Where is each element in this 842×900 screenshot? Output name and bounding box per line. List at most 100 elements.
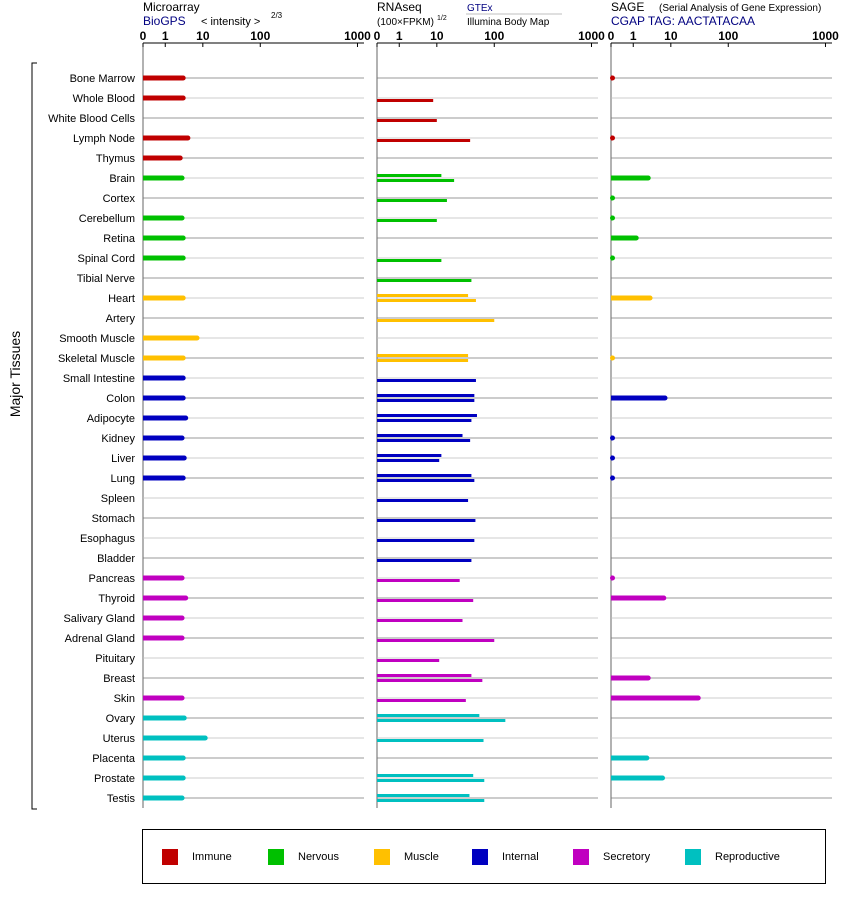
- bar-cap: [180, 75, 186, 81]
- bar: [143, 215, 183, 221]
- bar: [143, 135, 188, 141]
- tissue-label: Brain: [109, 173, 135, 185]
- bar-cap: [659, 775, 665, 781]
- bar-cap: [610, 355, 615, 361]
- tissue-label: Colon: [106, 393, 135, 405]
- legend-swatch: [162, 849, 178, 865]
- tissue-label: Tibial Nerve: [77, 273, 135, 285]
- tissue-label: Heart: [108, 293, 135, 305]
- bar: [611, 775, 663, 781]
- tissue-label: Pancreas: [89, 573, 136, 585]
- tissue-label: Whole Blood: [73, 93, 135, 105]
- bar-cap: [179, 615, 185, 621]
- bar-illumina: [377, 519, 476, 522]
- tissue-label: Stomach: [92, 513, 135, 525]
- bar-cap: [610, 435, 615, 441]
- tick-label: 100: [484, 29, 504, 43]
- bar-cap: [180, 355, 186, 361]
- sage-title: SAGE: [611, 0, 644, 14]
- bar: [143, 435, 183, 441]
- bar: [143, 775, 184, 781]
- bar-illumina: [377, 799, 485, 802]
- bar-cap: [179, 795, 185, 801]
- bar: [143, 695, 183, 701]
- bar-illumina: [377, 559, 472, 562]
- bar-illumina: [377, 459, 440, 462]
- bar-cap: [180, 295, 186, 301]
- bar: [143, 455, 185, 461]
- tick-label: 1: [630, 29, 637, 43]
- tick-label: 10: [664, 29, 678, 43]
- legend-item-reproductive: Reproductive: [685, 849, 780, 865]
- tissue-label: Spinal Cord: [78, 253, 135, 265]
- bar-cap: [610, 195, 615, 201]
- bar: [143, 355, 184, 361]
- bar-cap: [181, 715, 187, 721]
- sage-source: CGAP TAG: AACTATACAA: [611, 14, 755, 28]
- legend-item-immune: Immune: [162, 849, 232, 865]
- tick-label: 10: [196, 29, 210, 43]
- legend-swatch: [573, 849, 589, 865]
- microarray-source: BioGPS: [143, 14, 186, 28]
- bar-cap: [645, 175, 651, 181]
- bar-illumina: [377, 639, 495, 642]
- tissue-label: Bladder: [97, 553, 135, 565]
- tissue-label: Prostate: [94, 773, 135, 785]
- tick-label: 0: [374, 29, 381, 43]
- bar-illumina: [377, 299, 476, 302]
- bar-illumina: [377, 99, 434, 102]
- tissue-label: Skeletal Muscle: [58, 353, 135, 365]
- bar-cap: [180, 395, 186, 401]
- tissue-label: Artery: [106, 313, 136, 325]
- bar-cap: [179, 635, 185, 641]
- panel-rnaseq: 0 1 10 100 1000: [374, 29, 605, 808]
- panel-sage: 0 1 10 100 1000: [608, 29, 839, 808]
- bar: [611, 175, 649, 181]
- bar-cap: [644, 755, 650, 761]
- bar-cap: [179, 575, 185, 581]
- bar-illumina: [377, 679, 483, 682]
- bar-cap: [180, 95, 186, 101]
- bar-cap: [180, 235, 186, 241]
- tissue-label: Ovary: [106, 713, 136, 725]
- y-axis-bracket: [31, 62, 37, 810]
- bar: [143, 235, 184, 241]
- bar-cap: [695, 695, 701, 701]
- legend-swatch: [268, 849, 284, 865]
- bar: [611, 595, 664, 601]
- bar-cap: [610, 455, 615, 461]
- rnaseq-exponent: 1/2: [437, 15, 447, 22]
- bar: [611, 675, 649, 681]
- bar-cap: [202, 735, 208, 741]
- bar-cap: [610, 135, 615, 141]
- bar-cap: [183, 415, 189, 421]
- bar: [143, 395, 184, 401]
- bar-illumina: [377, 139, 471, 142]
- tissue-label: Lung: [111, 473, 135, 485]
- tick-label: 1: [396, 29, 403, 43]
- bar-cap: [177, 155, 183, 161]
- bar-gtex: [377, 714, 480, 717]
- tissue-label: Thyroid: [98, 593, 135, 605]
- bar-cap: [180, 475, 186, 481]
- legend-label: Nervous: [298, 851, 339, 863]
- legend-swatch: [685, 849, 701, 865]
- tissue-label: Placenta: [92, 753, 136, 765]
- bar: [143, 635, 183, 641]
- tissue-label: Esophagus: [80, 533, 136, 545]
- y-axis-title: Major Tissues: [7, 331, 23, 417]
- tick-label: 1000: [344, 29, 371, 43]
- tick-label: 10: [430, 29, 444, 43]
- bar-gtex: [377, 434, 463, 437]
- tissue-labels: Bone Marrow Whole Blood White Blood Cells L…: [48, 73, 136, 805]
- legend: Immune Nervous Muscle Internal Secretory Repr…: [142, 829, 826, 884]
- bar-cap: [647, 295, 653, 301]
- tissue-label: Pituitary: [95, 653, 135, 665]
- tissue-label: Uterus: [103, 733, 136, 745]
- legend-item-internal: Internal: [472, 849, 539, 865]
- bar-illumina: [377, 279, 472, 282]
- bar: [143, 295, 184, 301]
- bar-cap: [179, 695, 185, 701]
- rnaseq-scale-label: (100×FPKM): [377, 17, 434, 28]
- bar-cap: [179, 215, 185, 221]
